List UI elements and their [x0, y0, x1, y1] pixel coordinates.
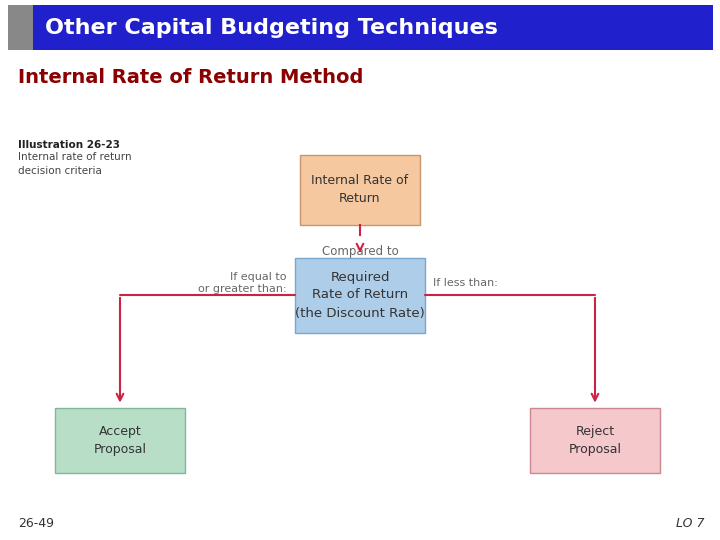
Text: Internal Rate of Return Method: Internal Rate of Return Method [18, 68, 364, 87]
Text: Other Capital Budgeting Techniques: Other Capital Budgeting Techniques [45, 17, 498, 37]
FancyBboxPatch shape [300, 155, 420, 225]
Text: Internal Rate of
Return: Internal Rate of Return [312, 174, 408, 206]
Text: Reject
Proposal: Reject Proposal [569, 424, 621, 456]
Text: Compared to: Compared to [322, 245, 398, 258]
Text: If less than:: If less than: [433, 278, 498, 288]
FancyBboxPatch shape [530, 408, 660, 472]
Text: Accept
Proposal: Accept Proposal [94, 424, 146, 456]
Text: LO 7: LO 7 [677, 517, 705, 530]
Text: Internal rate of return
decision criteria: Internal rate of return decision criteri… [18, 152, 132, 176]
Text: 26-49: 26-49 [18, 517, 54, 530]
Text: Illustration 26-23: Illustration 26-23 [18, 140, 120, 150]
FancyBboxPatch shape [55, 408, 185, 472]
FancyBboxPatch shape [33, 5, 713, 50]
Text: Required
Rate of Return
(the Discount Rate): Required Rate of Return (the Discount Ra… [295, 271, 425, 320]
FancyBboxPatch shape [8, 5, 33, 50]
Text: If equal to
or greater than:: If equal to or greater than: [199, 272, 287, 294]
FancyBboxPatch shape [295, 258, 425, 333]
